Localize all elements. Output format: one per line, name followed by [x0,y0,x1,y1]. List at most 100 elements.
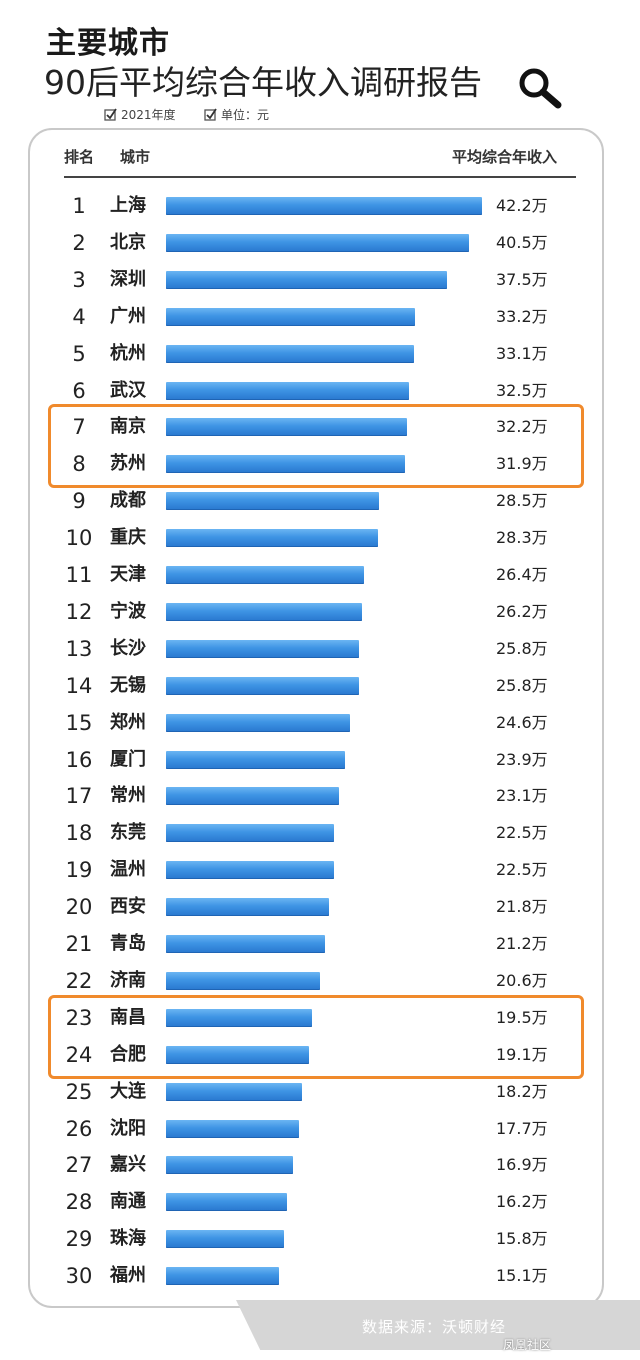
chart-row: 2 北京 40.5万 [0,225,640,261]
value-label: 18.2万 [496,1081,548,1101]
rank-label: 4 [72,304,86,329]
meta-unit: 单位：元 [204,106,269,123]
income-bar [166,676,360,695]
rank-label: 28 [65,1190,93,1215]
data-source: 数据来源：沃顿财经 [362,1318,507,1336]
column-header-rank: 排名 [64,148,95,166]
income-bar [166,233,470,252]
city-label: 北京 [110,231,146,253]
city-label: 沈阳 [110,1117,146,1139]
income-bar [166,418,408,437]
value-label: 31.9万 [496,454,548,474]
city-label: 东莞 [110,822,146,844]
value-label: 22.5万 [496,860,548,880]
chart-row: 27 嘉兴 16.9万 [0,1147,640,1183]
chart-row: 10 重庆 28.3万 [0,520,640,556]
rank-label: 14 [65,673,93,698]
city-label: 南通 [110,1191,146,1213]
chart-row: 22 济南 20.6万 [0,963,640,999]
income-bar [166,713,351,732]
rank-label: 13 [65,636,93,661]
income-bar [166,455,405,474]
rank-label: 24 [65,1042,93,1067]
city-label: 福州 [110,1265,146,1287]
rank-label: 7 [72,415,86,440]
chart-row: 4 广州 33.2万 [0,299,640,335]
value-label: 32.2万 [496,417,548,437]
value-label: 21.8万 [496,897,548,917]
value-label: 25.8万 [496,675,548,695]
chart-row: 16 厦门 23.9万 [0,742,640,778]
column-header-city: 城市 [120,148,151,166]
rank-label: 5 [72,341,86,366]
income-bar [166,566,364,584]
value-label: 15.8万 [496,1229,548,1249]
meta-year-text: 2021年度 [121,108,176,122]
income-bar [166,1082,303,1101]
city-label: 南昌 [110,1006,146,1028]
value-label: 28.5万 [496,491,548,511]
meta-unit-text: 单位：元 [221,108,270,122]
city-label: 成都 [110,490,146,512]
value-label: 23.1万 [496,786,548,806]
chart-row: 28 南通 16.2万 [0,1184,640,1220]
watermark: 凤凰社区 [503,1338,552,1352]
city-label: 温州 [110,859,146,881]
income-bar [166,1119,299,1138]
title-line-2: 90后平均综合年收入调研报告 [44,63,482,102]
income-bar [166,1230,285,1249]
rank-label: 22 [65,968,93,993]
city-label: 青岛 [110,933,146,954]
header-divider [64,176,576,178]
checkbox-icon [204,108,217,121]
value-label: 15.1万 [496,1266,548,1286]
chart-row: 9 成都 28.5万 [0,483,640,519]
rank-label: 23 [65,1005,93,1030]
chart-row: 18 东莞 22.5万 [0,815,640,851]
value-label: 33.1万 [496,343,548,363]
chart-row: 5 杭州 33.1万 [0,336,640,372]
city-label: 常州 [110,785,146,807]
chart-row: 30 福州 15.1万 [0,1258,640,1294]
rank-label: 11 [65,563,93,587]
income-bar [166,750,345,769]
highlight-box [48,404,584,489]
value-label: 24.6万 [496,712,548,732]
rank-label: 10 [65,526,93,551]
city-label: 郑州 [110,711,146,733]
value-label: 22.5万 [496,823,548,843]
checkbox-icon [104,108,117,121]
city-label: 厦门 [110,748,146,770]
chart-row: 11 天津 26.4万 [0,557,640,593]
value-label: 32.5万 [496,380,548,400]
income-bar [166,1008,313,1027]
income-bar [166,1267,280,1286]
rank-label: 16 [65,747,93,772]
value-label: 40.5万 [496,232,548,252]
rank-label: 30 [65,1264,93,1289]
chart-row: 6 武汉 32.5万 [0,373,640,409]
city-label: 苏州 [110,453,146,475]
income-bar [166,824,335,843]
value-label: 28.3万 [496,528,548,548]
city-label: 大连 [110,1080,146,1102]
city-label: 重庆 [110,527,146,549]
income-bar [166,787,339,806]
city-label: 嘉兴 [110,1154,146,1176]
value-label: 26.2万 [496,601,548,621]
income-bar [166,529,378,548]
city-label: 杭州 [110,342,146,364]
chart-row: 12 宁波 26.2万 [0,594,640,630]
rank-label: 12 [65,599,93,624]
city-label: 南京 [110,416,146,438]
income-bar [166,971,321,990]
income-bar [166,1156,293,1175]
income-bar [166,492,380,511]
value-label: 26.4万 [496,565,548,584]
city-label: 无锡 [110,674,146,696]
chart-row: 8 苏州 31.9万 [0,446,640,482]
value-label: 25.8万 [496,638,548,658]
value-label: 23.9万 [496,749,548,769]
magnifier-icon [519,68,562,109]
value-label: 16.9万 [496,1155,548,1175]
